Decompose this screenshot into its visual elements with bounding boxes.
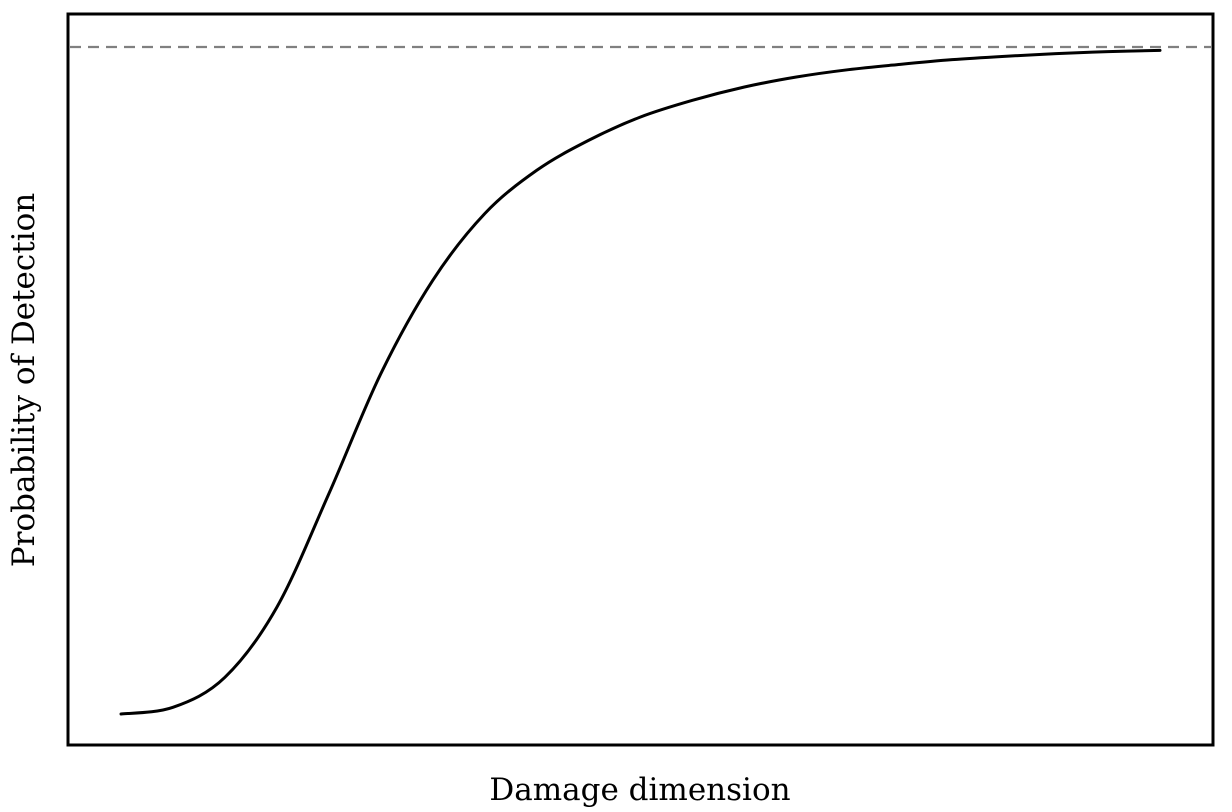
chart-marks xyxy=(70,45,1211,716)
series-line-0 xyxy=(119,48,1162,716)
plot-frame xyxy=(66,12,1215,747)
y-axis-label: Probability of Detection xyxy=(6,193,42,567)
x-axis-label: Damage dimension xyxy=(489,772,790,808)
